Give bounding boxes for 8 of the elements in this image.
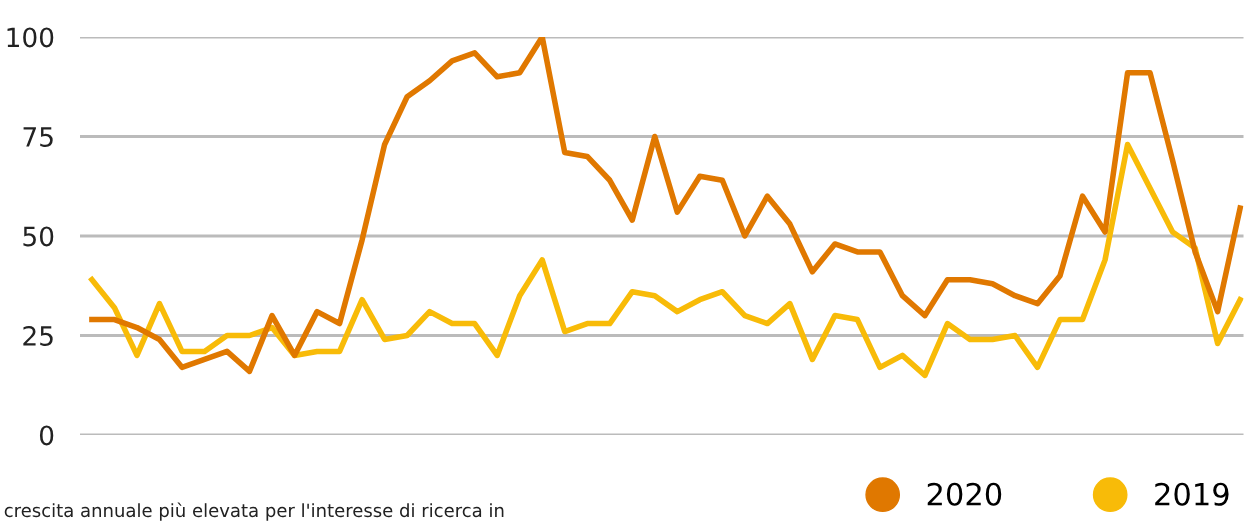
y-tick-label: 75: [23, 127, 53, 147]
y-tick-label: 50: [23, 226, 54, 247]
y-tick-label: 0: [39, 425, 54, 446]
y-tick-label: 25: [23, 325, 53, 346]
legend-label: 2020: [927, 482, 1002, 506]
text: crescita annuale più elevata per l'interesse di ricerca in: [4, 502, 504, 521]
y-tick-label: 100: [7, 27, 54, 48]
legend-label: 2019: [1155, 482, 1229, 506]
